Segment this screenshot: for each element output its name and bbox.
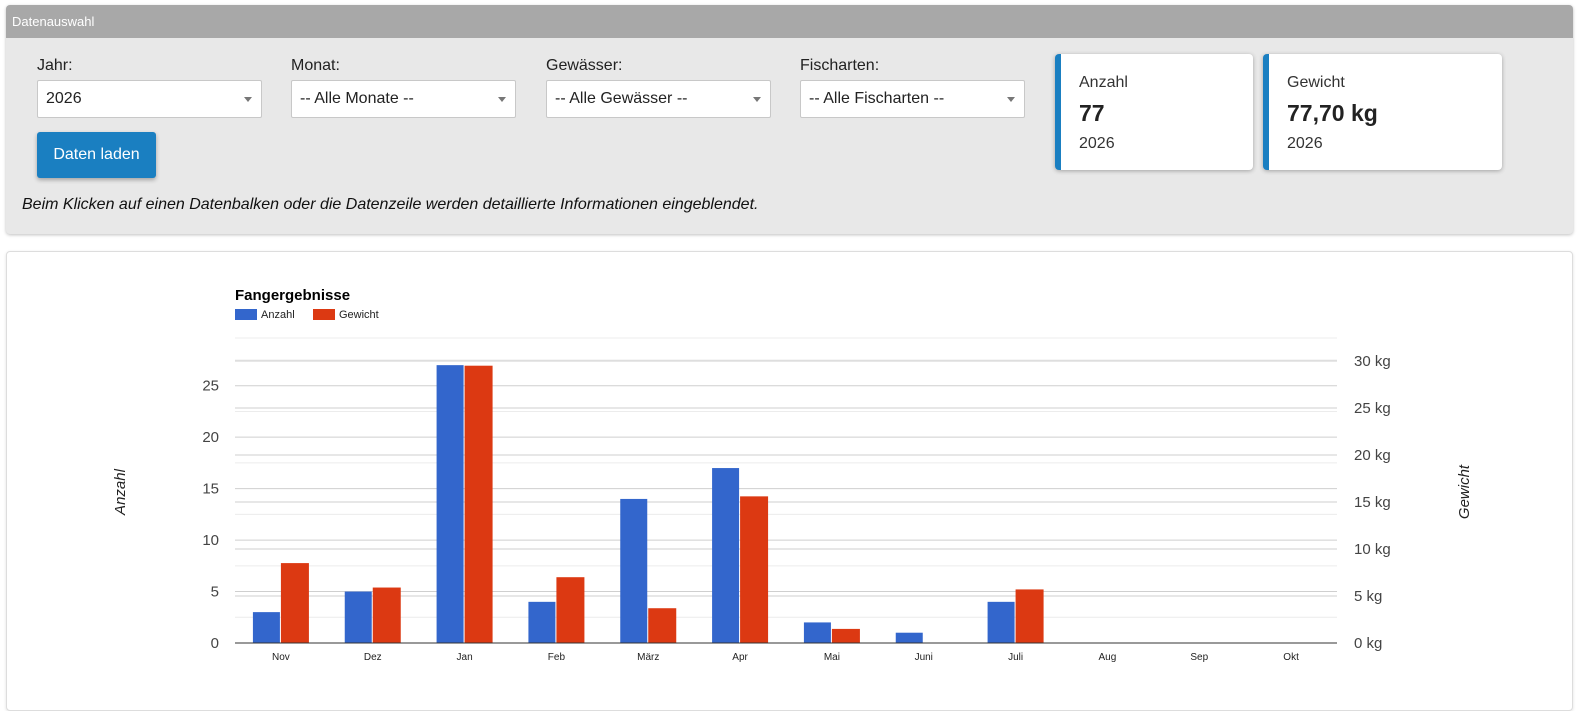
bar-gewicht-3[interactable] bbox=[556, 577, 585, 643]
x-tick-label: Nov bbox=[272, 652, 290, 663]
x-tick-label: Juni bbox=[915, 652, 933, 663]
bar-anzahl-7[interactable] bbox=[895, 632, 923, 643]
y-tick-right: 0 kg bbox=[1354, 635, 1382, 652]
y-axis-label-left: Anzahl bbox=[112, 468, 129, 516]
month-label: Monat: bbox=[291, 57, 340, 74]
count-card-label: Anzahl bbox=[1079, 74, 1128, 91]
y-tick-right: 25 kg bbox=[1354, 400, 1391, 417]
bar-gewicht-2[interactable] bbox=[464, 365, 493, 643]
x-tick-label: Mai bbox=[824, 652, 840, 663]
chevron-down-icon bbox=[498, 97, 506, 102]
bar-anzahl-0[interactable] bbox=[252, 612, 280, 643]
chart-panel: Fangergebnisse Anzahl Gewicht 0 5 10 15 20 25… bbox=[6, 251, 1573, 711]
bar-anzahl-6[interactable] bbox=[803, 622, 831, 643]
count-card-year: 2026 bbox=[1079, 135, 1115, 152]
bar-gewicht-6[interactable] bbox=[831, 628, 860, 643]
bar-anzahl-4[interactable] bbox=[620, 498, 648, 643]
y-tick-left: 20 bbox=[202, 429, 219, 446]
x-tick-label: Feb bbox=[548, 652, 566, 663]
y-tick-right: 30 kg bbox=[1354, 353, 1391, 370]
water-select[interactable]: -- Alle Gewässer -- bbox=[546, 80, 771, 118]
y-tick-right: 10 kg bbox=[1354, 541, 1391, 558]
x-tick-label: Okt bbox=[1283, 652, 1299, 663]
y-tick-left: 5 bbox=[211, 584, 219, 601]
y-tick-left: 10 bbox=[202, 532, 219, 549]
y-tick-left: 15 bbox=[202, 481, 219, 498]
species-field: Fischarten: -- Alle Fischarten -- bbox=[800, 57, 1025, 118]
count-card-value: 77 bbox=[1079, 100, 1105, 126]
species-select-value: -- Alle Fischarten -- bbox=[809, 90, 945, 107]
bar-anzahl-2[interactable] bbox=[436, 365, 464, 643]
legend-label-anzahl: Anzahl bbox=[261, 309, 295, 321]
weight-card-year: 2026 bbox=[1287, 135, 1323, 152]
y-tick-left: 0 bbox=[211, 635, 219, 652]
water-field: Gewässer: -- Alle Gewässer -- bbox=[546, 57, 771, 118]
water-label: Gewässer: bbox=[546, 57, 623, 74]
x-tick-label: Apr bbox=[732, 652, 748, 663]
year-field: Jahr: 2026 bbox=[37, 57, 262, 118]
year-label: Jahr: bbox=[37, 57, 73, 74]
load-data-button[interactable]: Daten laden bbox=[37, 132, 156, 178]
panel-title: Datenauswahl bbox=[6, 5, 1573, 38]
year-select[interactable]: 2026 bbox=[37, 80, 262, 118]
legend-swatch-anzahl bbox=[235, 309, 257, 320]
count-card: Anzahl 77 2026 bbox=[1055, 54, 1253, 170]
bar-gewicht-1[interactable] bbox=[372, 587, 401, 643]
weight-card-value: 77,70 kg bbox=[1287, 100, 1378, 126]
bar-gewicht-8[interactable] bbox=[1015, 589, 1044, 643]
species-select[interactable]: -- Alle Fischarten -- bbox=[800, 80, 1025, 118]
bar-anzahl-3[interactable] bbox=[528, 601, 556, 643]
species-label: Fischarten: bbox=[800, 57, 880, 74]
hint-text: Beim Klicken auf einen Datenbalken oder … bbox=[22, 196, 759, 213]
y-tick-right: 5 kg bbox=[1354, 588, 1382, 605]
bar-anzahl-5[interactable] bbox=[712, 468, 740, 643]
y-tick-right: 15 kg bbox=[1354, 494, 1391, 511]
bar-anzahl-1[interactable] bbox=[344, 591, 372, 643]
chevron-down-icon bbox=[1007, 97, 1015, 102]
chart-title: Fangergebnisse bbox=[235, 287, 350, 304]
chart-bars bbox=[252, 365, 1044, 643]
bar-gewicht-5[interactable] bbox=[740, 496, 769, 643]
chart-ticks: 0 5 10 15 20 25 0 kg 5 kg 10 kg 15 kg 20 kg 25 kg 30… bbox=[202, 353, 1390, 663]
bar-anzahl-8[interactable] bbox=[987, 601, 1015, 643]
legend-swatch-gewicht bbox=[313, 309, 335, 320]
chevron-down-icon bbox=[244, 97, 252, 102]
x-tick-label: Juli bbox=[1008, 652, 1023, 663]
y-tick-right: 20 kg bbox=[1354, 447, 1391, 464]
month-select[interactable]: -- Alle Monate -- bbox=[291, 80, 516, 118]
catch-results-chart: Fangergebnisse Anzahl Gewicht 0 5 10 15 20 25… bbox=[112, 287, 1473, 663]
year-select-value: 2026 bbox=[46, 90, 82, 107]
y-tick-left: 25 bbox=[202, 378, 219, 395]
y-axis-label-right: Gewicht bbox=[1456, 464, 1473, 519]
chart-legend: Anzahl Gewicht bbox=[235, 309, 379, 321]
data-selection-panel: Datenauswahl Jahr: 2026 Monat: -- Alle M… bbox=[6, 5, 1573, 234]
bar-gewicht-4[interactable] bbox=[648, 608, 677, 643]
legend-label-gewicht: Gewicht bbox=[339, 309, 379, 321]
x-tick-label: Aug bbox=[1099, 652, 1117, 663]
bar-gewicht-0[interactable] bbox=[280, 563, 309, 643]
weight-card-label: Gewicht bbox=[1287, 74, 1345, 91]
water-select-value: -- Alle Gewässer -- bbox=[555, 90, 688, 107]
chevron-down-icon bbox=[753, 97, 761, 102]
month-select-value: -- Alle Monate -- bbox=[300, 90, 414, 107]
x-tick-label: Sep bbox=[1190, 652, 1208, 663]
weight-card: Gewicht 77,70 kg 2026 bbox=[1263, 54, 1502, 170]
x-tick-label: Jan bbox=[457, 652, 473, 663]
x-tick-label: Dez bbox=[364, 652, 382, 663]
month-field: Monat: -- Alle Monate -- bbox=[291, 57, 516, 118]
x-tick-label: März bbox=[637, 652, 659, 663]
